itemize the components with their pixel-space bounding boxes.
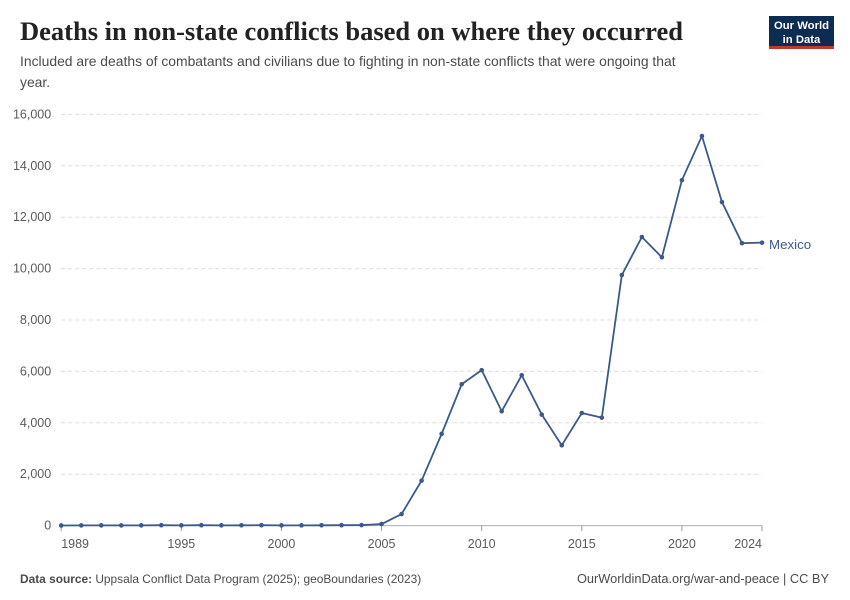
svg-text:Mexico: Mexico	[769, 237, 811, 252]
svg-text:4,000: 4,000	[20, 416, 51, 430]
svg-text:2,000: 2,000	[20, 467, 51, 481]
svg-text:2020: 2020	[668, 537, 696, 551]
svg-text:2015: 2015	[568, 537, 596, 551]
svg-text:14,000: 14,000	[13, 159, 51, 173]
svg-text:2024: 2024	[734, 537, 762, 551]
svg-text:2005: 2005	[368, 537, 396, 551]
svg-text:0: 0	[44, 519, 51, 533]
svg-text:6,000: 6,000	[20, 364, 51, 378]
svg-text:12,000: 12,000	[13, 210, 51, 224]
svg-text:1989: 1989	[61, 537, 89, 551]
svg-text:10,000: 10,000	[13, 262, 51, 276]
svg-text:16,000: 16,000	[13, 107, 51, 121]
svg-text:8,000: 8,000	[20, 313, 51, 327]
svg-text:2010: 2010	[468, 537, 496, 551]
svg-text:2000: 2000	[268, 537, 296, 551]
svg-text:1995: 1995	[167, 537, 195, 551]
